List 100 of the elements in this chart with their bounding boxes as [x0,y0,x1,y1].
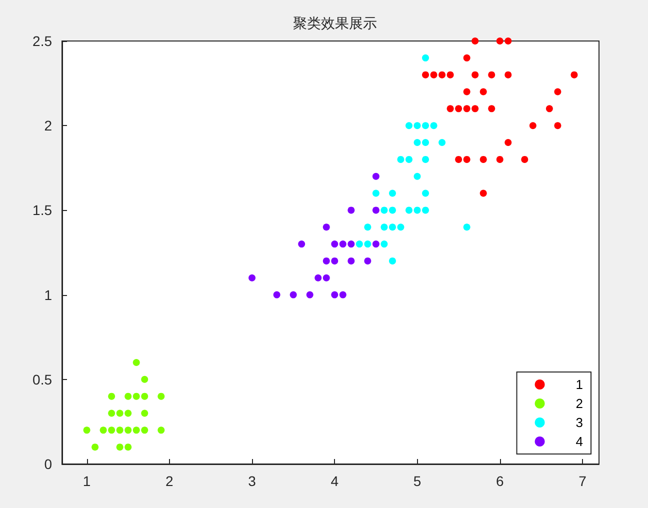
point [472,71,479,78]
legend-label: 4 [576,434,584,449]
point [554,88,562,96]
point [446,71,454,78]
point [455,105,462,112]
point [348,240,355,248]
point [414,172,421,180]
x-tick-label: 3 [248,473,256,489]
legend-label: 2 [576,396,584,411]
point [438,71,446,78]
point [380,224,388,231]
point [116,410,124,417]
point [273,291,280,298]
point [158,392,165,400]
point [480,156,487,163]
y-tick-label: 1.5 [32,202,52,218]
point [488,71,496,78]
point [504,139,512,146]
point [397,156,404,163]
point [141,410,148,417]
point [132,426,140,434]
x-tick-label: 6 [496,473,504,489]
point [372,240,380,248]
point [92,444,99,451]
point [388,224,396,231]
point [422,206,430,214]
point [108,392,116,400]
point [480,190,487,197]
point [108,410,116,417]
y-tick-label: 0 [44,456,52,472]
point [290,291,297,298]
chart-title: 聚类效果展示 [293,16,377,32]
point [422,190,430,197]
point [348,206,355,214]
point [298,240,306,248]
point [463,224,470,231]
point [158,426,165,434]
point [422,54,430,62]
point [388,206,396,214]
point [430,122,438,130]
point [331,291,338,298]
point [463,156,470,163]
point [570,71,578,78]
point [372,190,380,197]
point [141,392,148,400]
point [405,156,412,163]
point [116,444,124,451]
point [397,224,404,231]
point [364,240,372,248]
point [372,172,380,180]
point [306,291,314,298]
point [83,426,90,434]
y-tick-label: 2.5 [32,33,52,49]
point [322,224,330,231]
point [348,257,355,264]
point [422,156,430,163]
point [339,291,346,298]
point [422,139,430,146]
point [430,71,438,78]
point [438,139,446,146]
point [100,426,107,434]
point [496,156,504,163]
x-tick-label: 4 [330,473,339,489]
point [132,358,140,366]
point [364,224,372,231]
point [322,274,330,282]
point [422,122,430,130]
legend-label: 3 [576,415,584,430]
point [463,105,470,112]
x-tick-label: 2 [166,473,174,489]
point [372,206,380,214]
legend-label: 1 [576,377,584,392]
point [504,71,512,78]
x-tick-label: 7 [578,473,587,489]
point [132,392,140,400]
point [141,426,148,434]
y-tick-label: 2 [44,118,52,134]
point [124,426,132,434]
point [414,122,421,130]
point [463,54,470,62]
y-tick-label: 0.5 [32,371,52,388]
point [463,88,470,96]
point [472,105,479,112]
point [116,426,124,434]
point [339,240,346,248]
point [546,105,553,112]
point [356,240,363,248]
point [422,71,430,78]
point [388,190,396,197]
point [529,122,536,130]
point [554,122,562,130]
point [446,105,454,112]
point [380,206,388,214]
point [496,38,504,44]
point [480,88,487,96]
point [141,376,148,383]
point [472,38,479,44]
point [322,257,330,264]
point [314,274,322,282]
point [488,105,496,112]
